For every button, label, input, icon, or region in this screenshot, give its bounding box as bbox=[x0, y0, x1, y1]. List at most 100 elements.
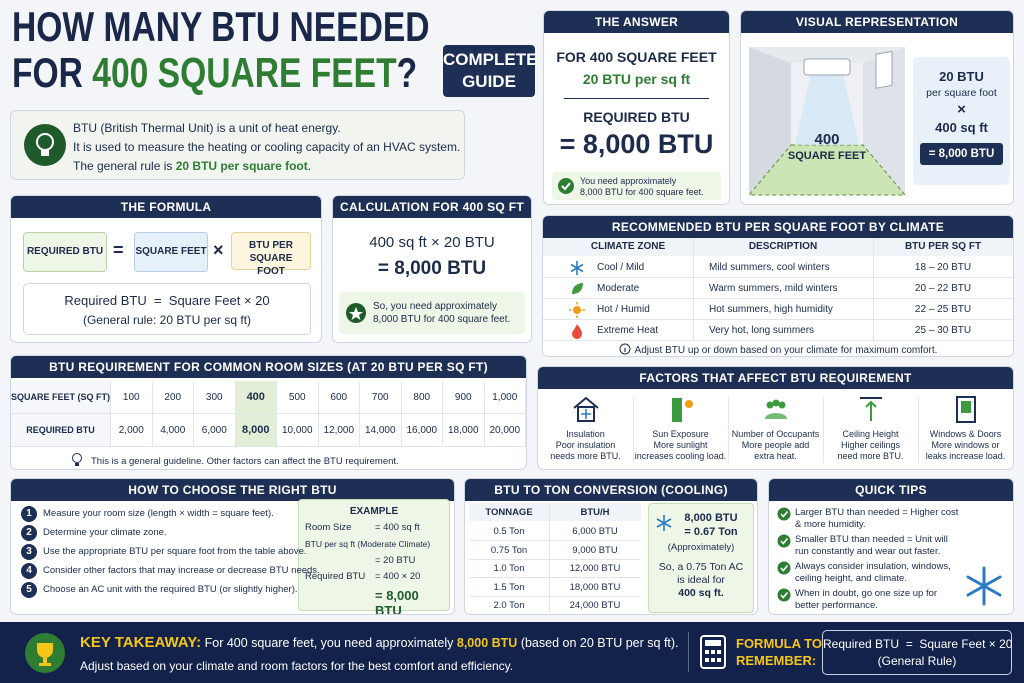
factor-line: More people add bbox=[741, 440, 810, 450]
formula-operator: = bbox=[113, 240, 124, 260]
table-cell: 700 bbox=[360, 381, 402, 414]
table-cell: 12,000 BTU bbox=[569, 563, 621, 574]
title-text: ? bbox=[396, 49, 418, 96]
check-icon bbox=[558, 178, 574, 194]
table-cell: 12,000 bbox=[318, 414, 360, 447]
factor-icon bbox=[572, 395, 600, 428]
check-icon bbox=[777, 561, 793, 582]
card-header: THE ANSWER bbox=[544, 11, 729, 33]
intro-text: . bbox=[307, 159, 312, 173]
climate-btu: 18 – 20 BTU bbox=[914, 262, 972, 273]
row-divider bbox=[469, 558, 641, 560]
check-icon-svg bbox=[777, 507, 791, 521]
intro-text: BTU (British Thermal Unit) is a unit of … bbox=[73, 119, 460, 176]
check-icon-svg bbox=[777, 534, 791, 548]
ton-side: 8,000 BTU = 0.67 Ton (Approximately) So,… bbox=[648, 503, 754, 613]
column-divider bbox=[633, 397, 634, 463]
intro-line: It is used to measure the heating or coo… bbox=[73, 140, 461, 154]
check-icon-svg bbox=[777, 561, 791, 575]
row-divider bbox=[469, 577, 641, 578]
badge-line: GUIDE bbox=[462, 72, 516, 91]
row-divider bbox=[543, 319, 1013, 320]
row-divider bbox=[469, 614, 641, 615]
intro-line: BTU (British Thermal Unit) is a unit of … bbox=[73, 121, 341, 135]
room-illustration bbox=[747, 47, 907, 196]
card-header: BTU TO TON CONVERSION (COOLING) bbox=[465, 479, 757, 501]
room-number: 400 bbox=[814, 131, 840, 148]
tip-line: Always consider insulation, windows, bbox=[795, 561, 951, 572]
trophy-icon bbox=[25, 633, 65, 673]
side-unit: per square foot bbox=[926, 87, 997, 99]
formula-box: SQUARE FEET bbox=[134, 232, 208, 272]
side-times: × bbox=[957, 101, 966, 118]
example-label: BTU per sq ft (Moderate Climate) bbox=[305, 539, 431, 549]
column-divider bbox=[693, 238, 694, 342]
table-cell: 500 bbox=[277, 381, 319, 414]
calc-result: = 8,000 BTU bbox=[377, 258, 487, 279]
table-cell: 9,000 BTU bbox=[572, 544, 618, 556]
title-text: FOR bbox=[12, 49, 83, 96]
factor-line: needs more BTU. bbox=[550, 451, 621, 461]
factor-line: extra heat. bbox=[754, 451, 797, 461]
factor-line: need more BTU. bbox=[837, 451, 904, 461]
factor-icon-svg bbox=[955, 396, 976, 423]
ton-line: is ideal for bbox=[677, 574, 725, 586]
footer-highlight: 8,000 BTU bbox=[456, 636, 518, 650]
factor-icon-svg bbox=[671, 398, 693, 422]
card-header: QUICK TIPS bbox=[769, 479, 1013, 501]
formula-label-line: FORMULA TO bbox=[736, 636, 822, 651]
table-cell: 300 bbox=[194, 381, 236, 414]
column-header: DESCRIPTION bbox=[748, 241, 818, 252]
factor-icon bbox=[952, 395, 980, 428]
factor-line: increases cooling load. bbox=[634, 451, 727, 461]
title-highlight: 400 SQUARE FEET bbox=[92, 49, 397, 96]
step-text: Choose an AC unit with the required BTU … bbox=[43, 584, 298, 595]
climate-note-row: Adjust BTU up or down based on your clim… bbox=[543, 343, 1013, 356]
factors-card: FACTORS THAT AFFECT BTU REQUIREMENT Insu… bbox=[537, 366, 1014, 470]
ton-line: 400 sq ft. bbox=[678, 587, 724, 599]
table-header-row bbox=[469, 503, 641, 521]
row-divider bbox=[543, 298, 1013, 299]
star-icon bbox=[346, 303, 366, 323]
column-divider bbox=[873, 238, 874, 342]
card-header: CALCULATION FOR 400 SQ FT bbox=[333, 196, 531, 218]
answer-result: = 8,000 BTU bbox=[559, 129, 714, 159]
note-line: 8,000 BTU for 400 square feet. bbox=[373, 314, 511, 325]
calculator-icon bbox=[700, 635, 726, 669]
side-result: = 8,000 BTU bbox=[920, 143, 1003, 165]
card-header: VISUAL REPRESENTATION bbox=[741, 11, 1013, 33]
title-line: HOW MANY BTU NEEDED bbox=[12, 3, 430, 50]
note-line: You need approximately bbox=[580, 176, 677, 186]
climate-icon bbox=[569, 260, 585, 281]
row-divider bbox=[543, 340, 1013, 341]
check-icon-svg bbox=[777, 588, 791, 602]
column-header: BTU/H bbox=[580, 507, 610, 518]
info-icon bbox=[619, 343, 631, 355]
factor-line: leaks increase load. bbox=[925, 451, 1006, 461]
answer-note: You need approximately 8,000 BTU for 400 … bbox=[552, 172, 721, 200]
column-divider bbox=[823, 397, 824, 463]
step-number: 2 bbox=[21, 525, 37, 541]
intro-text: The general rule is bbox=[73, 159, 173, 173]
check-icon bbox=[777, 588, 793, 609]
snowflake-icon bbox=[966, 566, 1002, 606]
table-cell: 400 bbox=[235, 381, 277, 414]
step-number: 1 bbox=[21, 506, 37, 522]
column-header: CLIMATE ZONE bbox=[590, 241, 666, 252]
room-note: This is a general guideline. Other facto… bbox=[91, 456, 399, 467]
card-header: THE FORMULA bbox=[11, 196, 321, 218]
answer-rate: 20 BTU per sq ft bbox=[582, 71, 691, 87]
badge: COMPLETE GUIDE bbox=[443, 45, 537, 97]
tip-line: ceiling height, and climate. bbox=[795, 573, 907, 584]
tips-card: QUICK TIPS Larger BTU than needed = High… bbox=[768, 478, 1014, 615]
climate-note: Adjust BTU up or down based on your clim… bbox=[634, 345, 938, 356]
climate-icon-svg bbox=[570, 261, 584, 275]
side-area: 400 sq ft bbox=[935, 120, 988, 135]
climate-icon-svg bbox=[572, 283, 583, 294]
formula-box: REQUIRED BTU bbox=[23, 232, 107, 272]
step-text: Determine your climate zone. bbox=[43, 527, 167, 538]
footer: KEY TAKEAWAY: For 400 square feet, you n… bbox=[0, 622, 1024, 683]
example-value: = 400 × 20 bbox=[375, 571, 421, 582]
factor-line: More windows or bbox=[931, 440, 1000, 450]
factor-title: Sun Exposure bbox=[652, 429, 709, 439]
